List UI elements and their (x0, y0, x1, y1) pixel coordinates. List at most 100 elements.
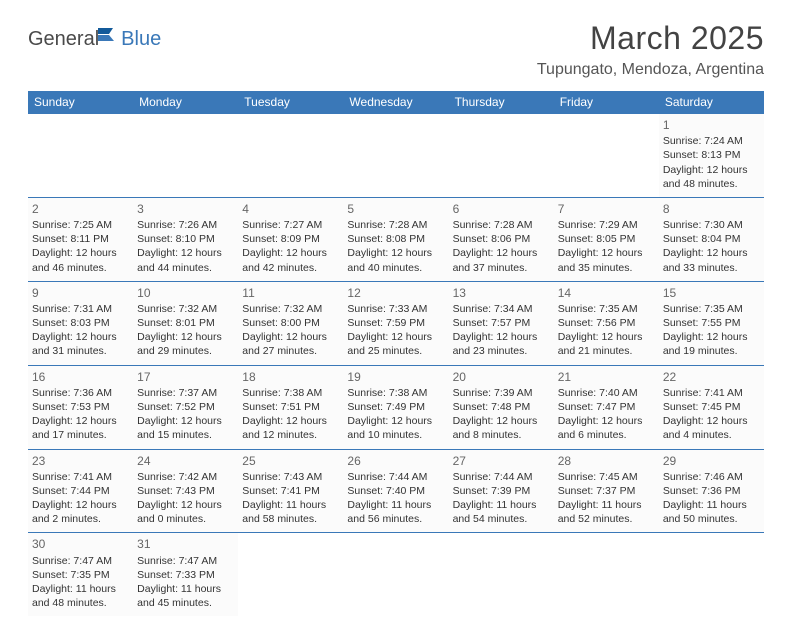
cell-line-d2: and 10 minutes. (347, 428, 444, 442)
day-number: 19 (347, 369, 444, 385)
cell-line-ss: Sunset: 7:41 PM (242, 484, 339, 498)
cell-line-ss: Sunset: 8:05 PM (558, 232, 655, 246)
day-number: 28 (558, 453, 655, 469)
calendar-row: 23Sunrise: 7:41 AMSunset: 7:44 PMDayligh… (28, 449, 764, 533)
cell-line-d1: Daylight: 12 hours (242, 330, 339, 344)
cell-line-ss: Sunset: 8:11 PM (32, 232, 129, 246)
cell-line-sr: Sunrise: 7:33 AM (347, 302, 444, 316)
cell-line-d2: and 31 minutes. (32, 344, 129, 358)
day-number: 8 (663, 201, 760, 217)
day-header: Friday (554, 91, 659, 114)
cell-line-d2: and 2 minutes. (32, 512, 129, 526)
cell-line-ss: Sunset: 7:35 PM (32, 568, 129, 582)
cell-line-sr: Sunrise: 7:41 AM (32, 470, 129, 484)
cell-line-d1: Daylight: 12 hours (558, 414, 655, 428)
day-number: 12 (347, 285, 444, 301)
cell-line-d1: Daylight: 12 hours (347, 246, 444, 260)
cell-line-d2: and 21 minutes. (558, 344, 655, 358)
cell-line-ss: Sunset: 7:56 PM (558, 316, 655, 330)
calendar-cell: 26Sunrise: 7:44 AMSunset: 7:40 PMDayligh… (343, 449, 448, 533)
cell-line-ss: Sunset: 7:45 PM (663, 400, 760, 414)
day-header: Thursday (449, 91, 554, 114)
cell-line-d1: Daylight: 12 hours (137, 246, 234, 260)
calendar-row: 9Sunrise: 7:31 AMSunset: 8:03 PMDaylight… (28, 281, 764, 365)
location: Tupungato, Mendoza, Argentina (537, 61, 764, 79)
cell-line-d2: and 23 minutes. (453, 344, 550, 358)
cell-line-d2: and 29 minutes. (137, 344, 234, 358)
day-number: 21 (558, 369, 655, 385)
logo-text-blue: Blue (121, 28, 161, 51)
cell-line-sr: Sunrise: 7:32 AM (137, 302, 234, 316)
cell-line-ss: Sunset: 7:37 PM (558, 484, 655, 498)
cell-line-sr: Sunrise: 7:38 AM (242, 386, 339, 400)
day-number: 4 (242, 201, 339, 217)
cell-line-d1: Daylight: 11 hours (242, 498, 339, 512)
cell-line-ss: Sunset: 8:03 PM (32, 316, 129, 330)
day-number: 23 (32, 453, 129, 469)
day-number: 16 (32, 369, 129, 385)
cell-line-sr: Sunrise: 7:35 AM (663, 302, 760, 316)
cell-line-sr: Sunrise: 7:39 AM (453, 386, 550, 400)
cell-line-d2: and 4 minutes. (663, 428, 760, 442)
cell-line-ss: Sunset: 7:57 PM (453, 316, 550, 330)
day-header: Wednesday (343, 91, 448, 114)
day-number: 15 (663, 285, 760, 301)
cell-line-d1: Daylight: 12 hours (32, 414, 129, 428)
cell-line-ss: Sunset: 7:48 PM (453, 400, 550, 414)
cell-line-d1: Daylight: 12 hours (663, 414, 760, 428)
calendar-cell: 18Sunrise: 7:38 AMSunset: 7:51 PMDayligh… (238, 365, 343, 449)
calendar-cell: 12Sunrise: 7:33 AMSunset: 7:59 PMDayligh… (343, 281, 448, 365)
cell-line-sr: Sunrise: 7:41 AM (663, 386, 760, 400)
cell-line-ss: Sunset: 7:55 PM (663, 316, 760, 330)
day-number: 26 (347, 453, 444, 469)
calendar-row: 30 Sunrise: 7:47 AM Sunset: 7:35 PMDayligh… (28, 533, 764, 616)
cell-line-sr: Sunrise: 7:26 AM (137, 218, 234, 232)
cell-line-sr: Sunrise: 7:40 AM (558, 386, 655, 400)
calendar-cell: 30Sunrise: 7:47 AMSunset: 7:35 PMDayligh… (28, 533, 133, 616)
header: General Blue March 2025 Tupungato, Mendo… (28, 20, 764, 79)
cell-line-d1: Daylight: 12 hours (453, 246, 550, 260)
cell-line-ss: Sunset: 8:08 PM (347, 232, 444, 246)
cell-line-d2: and 15 minutes. (137, 428, 234, 442)
calendar-cell: 8Sunrise: 7:30 AMSunset: 8:04 PMDaylight… (659, 197, 764, 281)
calendar-cell: 14Sunrise: 7:35 AMSunset: 7:56 PMDayligh… (554, 281, 659, 365)
cell-line-d2: and 27 minutes. (242, 344, 339, 358)
calendar-cell: 2Sunrise: 7:25 AMSunset: 8:11 PMDaylight… (28, 197, 133, 281)
calendar-row: 2Sunrise: 7:25 AMSunset: 8:11 PMDaylight… (28, 197, 764, 281)
calendar-row: 16Sunrise: 7:36 AMSunset: 7:53 PMDayligh… (28, 365, 764, 449)
cell-line-ss: Sunset: 7:39 PM (453, 484, 550, 498)
calendar-cell (28, 114, 133, 198)
cell-line-ss: Sunset: 8:00 PM (242, 316, 339, 330)
day-number: 11 (242, 285, 339, 301)
calendar-cell: 25Sunrise: 7:43 AMSunset: 7:41 PMDayligh… (238, 449, 343, 533)
cell-line-sr: Sunrise: 7:47 AM (137, 554, 234, 568)
cell-line-ss: Sunset: 7:49 PM (347, 400, 444, 414)
cell-line-d2: and 52 minutes. (558, 512, 655, 526)
calendar-cell (343, 114, 448, 198)
day-number: 30 (32, 536, 129, 552)
title-block: March 2025 Tupungato, Mendoza, Argentina (537, 20, 764, 79)
calendar-cell: 3Sunrise: 7:26 AMSunset: 8:10 PMDaylight… (133, 197, 238, 281)
cell-line-sr: Sunrise: 7:35 AM (558, 302, 655, 316)
calendar-cell: 11Sunrise: 7:32 AMSunset: 8:00 PMDayligh… (238, 281, 343, 365)
cell-line-sr: Sunrise: 7:44 AM (453, 470, 550, 484)
cell-line-d1: Daylight: 11 hours (558, 498, 655, 512)
cell-line-d2: and 35 minutes. (558, 261, 655, 275)
cell-line-sr: Sunrise: 7:28 AM (347, 218, 444, 232)
calendar-cell: 20Sunrise: 7:39 AMSunset: 7:48 PMDayligh… (449, 365, 554, 449)
day-number: 5 (347, 201, 444, 217)
cell-line-d1: Daylight: 12 hours (663, 163, 760, 177)
cell-line-d1: Daylight: 12 hours (32, 246, 129, 260)
calendar-cell: 19Sunrise: 7:38 AMSunset: 7:49 PMDayligh… (343, 365, 448, 449)
cell-line-d2: and 0 minutes. (137, 512, 234, 526)
cell-line-sr: Sunrise: 7:36 AM (32, 386, 129, 400)
day-number: 27 (453, 453, 550, 469)
cell-line-d1: Daylight: 11 hours (32, 582, 129, 596)
cell-line-d2: and 58 minutes. (242, 512, 339, 526)
cell-line-ss: Sunset: 7:59 PM (347, 316, 444, 330)
cell-line-d2: and 56 minutes. (347, 512, 444, 526)
cell-line-d1: Daylight: 11 hours (347, 498, 444, 512)
cell-line-ss: Sunset: 8:10 PM (137, 232, 234, 246)
day-number: 6 (453, 201, 550, 217)
cell-line-d1: Daylight: 12 hours (242, 414, 339, 428)
